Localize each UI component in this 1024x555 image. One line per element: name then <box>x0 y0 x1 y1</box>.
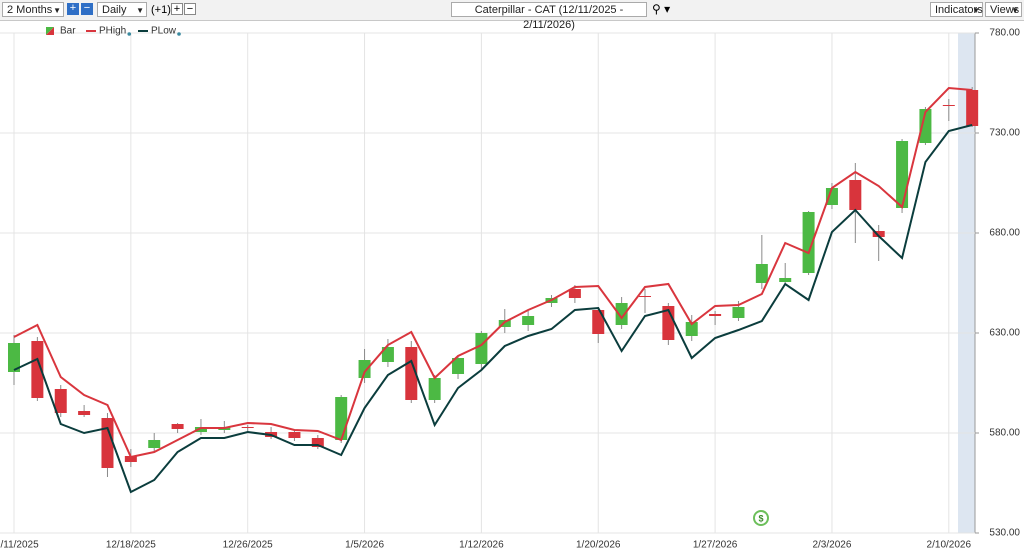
candle-body <box>755 264 768 283</box>
views-label: Views <box>990 4 1020 16</box>
views-button[interactable]: Views ▼ <box>985 2 1022 17</box>
candle-body <box>825 188 838 205</box>
candle-body <box>78 411 91 415</box>
candle-body <box>849 180 862 210</box>
candle-body <box>358 360 371 378</box>
candle-body <box>638 296 651 297</box>
y-tick-label: 780.00 <box>989 28 1020 39</box>
candle-body <box>54 389 67 413</box>
y-tick-label: 730.00 <box>989 128 1020 139</box>
candle-body <box>779 278 792 282</box>
candle-body <box>709 314 722 316</box>
remove-button[interactable]: − <box>184 3 196 15</box>
candle-body <box>942 105 955 106</box>
candle-body <box>732 307 745 318</box>
legend-label: PLow <box>151 26 177 37</box>
y-tick-label: 580.00 <box>989 428 1020 439</box>
x-tick-label: 12/18/2025 <box>106 540 156 551</box>
candle-body <box>31 341 44 398</box>
candle-body <box>615 303 628 325</box>
y-tick-label: 530.00 <box>989 528 1020 539</box>
range-label: 2 Months <box>7 4 53 16</box>
candle-body <box>428 378 441 400</box>
candle-body <box>896 141 909 208</box>
candle-body <box>335 397 348 440</box>
candle-body <box>522 316 535 325</box>
x-tick-label: 2/3/2026 <box>812 540 851 551</box>
candle-body <box>124 456 137 462</box>
y-tick-label: 630.00 <box>989 328 1020 339</box>
dividend-marker: $ <box>758 513 763 523</box>
candle-body <box>685 322 698 336</box>
indicators-button[interactable]: Indicators ▼ <box>930 2 983 17</box>
candle-body <box>194 427 207 432</box>
candle-body <box>966 90 979 126</box>
current-bar-highlight <box>958 33 975 533</box>
x-tick-label: 1/20/2026 <box>576 540 621 551</box>
legend-label: Bar <box>60 26 76 37</box>
candle-body <box>148 440 161 448</box>
interval-label: Daily <box>102 4 127 16</box>
legend-label: PHigh <box>99 26 126 37</box>
y-tick-label: 680.00 <box>989 228 1020 239</box>
candle-body <box>171 424 184 429</box>
x-tick-label: 12/11/2025 <box>0 540 39 551</box>
candle-body <box>288 432 301 438</box>
toolbar: 2 Months ▼ + − Daily ▼ (+1) + − Caterpilla… <box>0 0 1024 31</box>
chart-title: Caterpillar - CAT (12/11/2025 - 2/11/202… <box>474 4 624 31</box>
legend-dot <box>127 32 132 36</box>
x-tick-label: 2/10/2026 <box>927 540 972 551</box>
x-tick-label: 12/26/2025 <box>223 540 273 551</box>
candle-body <box>498 320 511 327</box>
indicators-label: Indicators <box>935 4 983 16</box>
candle-body <box>592 310 605 334</box>
candle-body <box>872 231 885 237</box>
line-series <box>13 86 973 459</box>
zoom-in[interactable]: + <box>67 3 79 15</box>
x-tick-label: 1/12/2026 <box>459 540 504 551</box>
candle-body <box>475 333 488 364</box>
dividend-icon <box>755 512 767 524</box>
search-icon[interactable]: ⚲ ▾ <box>652 2 671 16</box>
candle-body <box>568 289 581 298</box>
candle-body <box>241 427 254 428</box>
x-tick-label: 1/27/2026 <box>693 540 738 551</box>
symbol-box[interactable]: Caterpillar - CAT (12/11/2025 - 2/11/202… <box>451 2 647 31</box>
range-select[interactable]: 2 Months ▼ <box>2 2 64 17</box>
line-series <box>13 124 973 494</box>
candle-body <box>101 418 114 468</box>
legend-dot <box>177 32 181 36</box>
zoom-out[interactable]: − <box>81 3 93 15</box>
candle-body <box>8 343 20 372</box>
add-button[interactable]: + <box>171 3 183 15</box>
candle-body <box>802 212 815 273</box>
candle-body <box>311 438 324 447</box>
candle-body <box>405 347 418 400</box>
legend-swatch <box>46 27 54 35</box>
offset-label: (+1) <box>151 4 171 16</box>
candle-body <box>919 109 932 143</box>
x-tick-label: 1/5/2026 <box>345 540 384 551</box>
interval-select[interactable]: Daily ▼ <box>97 2 147 17</box>
candle-body <box>381 347 394 362</box>
candle-body <box>452 358 465 374</box>
